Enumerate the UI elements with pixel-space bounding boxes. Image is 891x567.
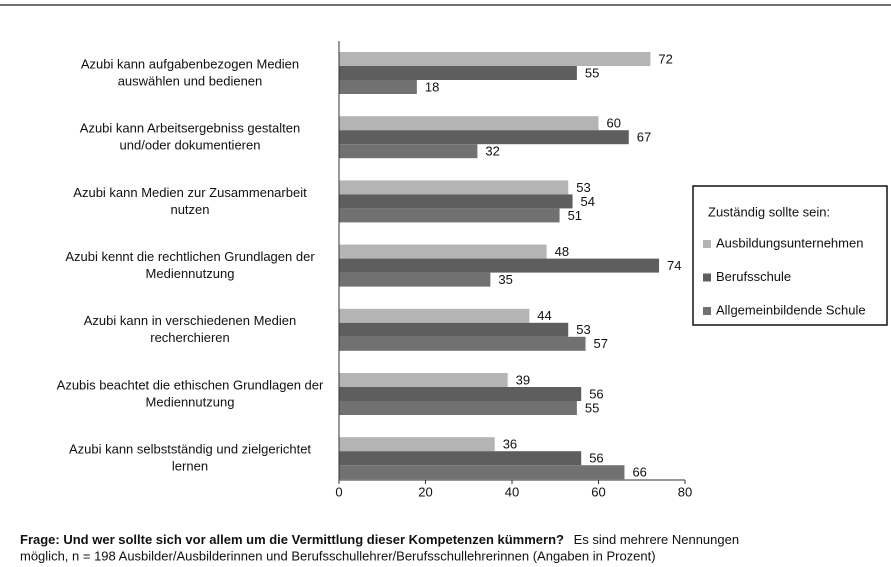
value-label: 74 xyxy=(667,258,681,273)
value-label: 55 xyxy=(585,65,599,80)
value-label: 55 xyxy=(585,400,599,415)
x-tick-label: 0 xyxy=(335,484,342,499)
value-label: 44 xyxy=(537,308,551,323)
value-label: 67 xyxy=(637,130,651,145)
bar xyxy=(339,194,573,209)
bar xyxy=(339,180,569,195)
legend-swatch xyxy=(703,240,711,248)
bar xyxy=(339,308,530,323)
y-tick-label: Azubi kann selbstständig und zielgericht… xyxy=(69,442,311,457)
caption-text: möglich, n = 198 Ausbilder/Ausbilderinne… xyxy=(20,548,656,563)
value-label: 60 xyxy=(607,116,621,131)
value-label: 48 xyxy=(555,244,569,259)
caption-text: Es sind mehrere Nennungen xyxy=(574,532,740,547)
y-tick-label: und/oder dokumentieren xyxy=(120,138,261,153)
bar xyxy=(339,80,417,94)
value-label: 36 xyxy=(503,437,517,452)
x-tick-label: 20 xyxy=(418,484,432,499)
y-tick-label: Azubi kann Medien zur Zusammenarbeit xyxy=(73,185,307,200)
y-tick-label: auswählen und bedienen xyxy=(118,73,263,88)
value-label: 56 xyxy=(589,386,603,401)
bar xyxy=(339,144,478,159)
x-tick-label: 60 xyxy=(591,484,605,499)
bar xyxy=(339,66,577,80)
y-tick-label: Mediennutzung xyxy=(146,266,235,281)
bar xyxy=(339,130,629,145)
bar xyxy=(339,322,569,337)
bar xyxy=(339,401,577,415)
y-tick-label: Azubis beachtet die ethischen Grundlagen… xyxy=(57,377,324,392)
legend-label: Ausbildungsunternehmen xyxy=(716,235,863,250)
bar xyxy=(339,373,508,387)
y-tick-label: lernen xyxy=(172,459,208,474)
bar xyxy=(339,244,547,259)
y-tick-label: Azubi kann aufgabenbezogen Medien xyxy=(81,56,299,71)
bar xyxy=(339,465,625,480)
x-tick-label: 40 xyxy=(505,484,519,499)
value-label: 56 xyxy=(589,451,603,466)
value-label: 32 xyxy=(485,144,499,159)
legend-swatch xyxy=(703,273,711,282)
bar xyxy=(339,437,495,452)
value-label: 51 xyxy=(568,208,582,223)
y-tick-label: Azubi kann Arbeitsergebniss gestalten xyxy=(80,121,300,136)
bar xyxy=(339,336,586,351)
value-label: 53 xyxy=(576,180,590,195)
legend-box xyxy=(692,185,888,326)
value-label: 66 xyxy=(632,465,646,480)
value-label: 35 xyxy=(498,272,512,287)
legend-label: Berufsschule xyxy=(716,269,791,284)
value-label: 53 xyxy=(576,322,590,337)
y-tick-label: Mediennutzung xyxy=(146,394,235,409)
legend-swatch xyxy=(703,307,711,315)
bar xyxy=(339,258,660,273)
y-tick-label: Azubi kann in verschiedenen Medien xyxy=(84,313,296,328)
y-tick-label: nutzen xyxy=(170,202,209,217)
y-tick-label: recherchieren xyxy=(150,330,230,345)
bar xyxy=(339,52,651,66)
bar xyxy=(339,451,582,466)
caption-bold: Frage: Und wer sollte sich vor allem um … xyxy=(20,532,564,547)
bar xyxy=(339,116,599,131)
legend-label: Allgemeinbildende Schule xyxy=(716,302,866,317)
value-label: 18 xyxy=(425,79,439,94)
caption: Frage: Und wer sollte sich vor allem um … xyxy=(20,532,739,547)
value-label: 72 xyxy=(658,51,672,66)
value-label: 54 xyxy=(581,194,595,209)
value-label: 39 xyxy=(516,372,530,387)
bar xyxy=(339,272,491,287)
bar xyxy=(339,208,560,223)
y-tick-label: Azubi kennt die rechtlichen Grundlagen d… xyxy=(65,249,315,264)
x-tick-label: 80 xyxy=(678,484,692,499)
value-label: 57 xyxy=(594,336,608,351)
legend-title: Zuständig sollte sein: xyxy=(708,204,830,219)
bar xyxy=(339,387,582,401)
